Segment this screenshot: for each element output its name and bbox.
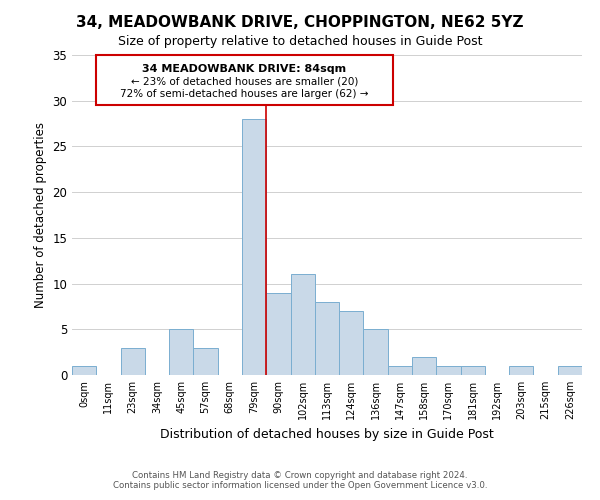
Bar [72, 366, 96, 375]
Bar [436, 366, 461, 375]
Text: Contains HM Land Registry data © Crown copyright and database right 2024.
Contai: Contains HM Land Registry data © Crown c… [113, 470, 487, 490]
Bar [509, 366, 533, 375]
Bar [169, 330, 193, 375]
Bar [412, 356, 436, 375]
Text: 72% of semi-detached houses are larger (62) →: 72% of semi-detached houses are larger (… [120, 89, 368, 99]
Bar [266, 292, 290, 375]
FancyBboxPatch shape [96, 55, 392, 106]
Text: Size of property relative to detached houses in Guide Post: Size of property relative to detached ho… [118, 35, 482, 48]
Bar [193, 348, 218, 375]
Y-axis label: Number of detached properties: Number of detached properties [34, 122, 47, 308]
X-axis label: Distribution of detached houses by size in Guide Post: Distribution of detached houses by size … [160, 428, 494, 440]
Bar [290, 274, 315, 375]
Bar [364, 330, 388, 375]
Text: 34 MEADOWBANK DRIVE: 84sqm: 34 MEADOWBANK DRIVE: 84sqm [142, 64, 346, 74]
Bar [558, 366, 582, 375]
Bar [339, 311, 364, 375]
Bar [315, 302, 339, 375]
Bar [461, 366, 485, 375]
Text: 34, MEADOWBANK DRIVE, CHOPPINGTON, NE62 5YZ: 34, MEADOWBANK DRIVE, CHOPPINGTON, NE62 … [76, 15, 524, 30]
Text: ← 23% of detached houses are smaller (20): ← 23% of detached houses are smaller (20… [131, 77, 358, 87]
Bar [388, 366, 412, 375]
Bar [121, 348, 145, 375]
Bar [242, 119, 266, 375]
